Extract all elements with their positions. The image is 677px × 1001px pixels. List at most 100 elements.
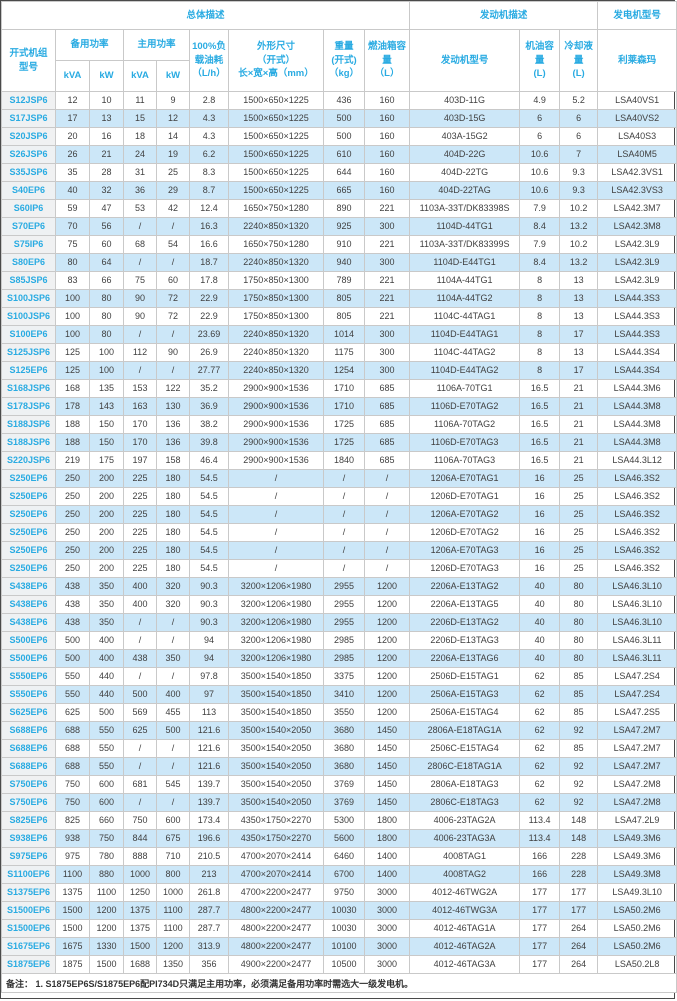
cell: 2240×850×1320	[228, 325, 324, 344]
model-link[interactable]: S1675EP6	[1, 937, 56, 956]
model-link[interactable]: S168JSP6	[1, 379, 56, 398]
model-link[interactable]: S26JSP6	[1, 145, 56, 164]
model-link[interactable]: S250EP6	[1, 523, 56, 542]
model-link[interactable]: S250EP6	[1, 541, 56, 560]
model-link[interactable]: S750EP6	[1, 793, 56, 812]
model-link[interactable]: S550EP6	[1, 685, 56, 704]
cell: 188	[55, 415, 90, 434]
cell: 166	[519, 847, 561, 866]
cell: 160	[363, 181, 411, 200]
col-header-standby-power: 备用功率	[55, 29, 124, 61]
cell: 160	[363, 109, 411, 128]
model-link[interactable]: S1875EP6	[1, 955, 56, 974]
cell: 938	[55, 829, 90, 848]
cell: LSA46.3L10	[597, 613, 677, 632]
model-link[interactable]: S100EP6	[1, 325, 56, 344]
cell: 200	[89, 559, 124, 578]
model-link[interactable]: S188JSP6	[1, 433, 56, 452]
table-row: S1375EP6 1375 1100 1250 1000 261.8 4700×2200×2…	[1, 883, 677, 902]
model-link[interactable]: S975EP6	[1, 847, 56, 866]
cell: 1106A-70TAG3	[409, 451, 521, 470]
table-row: S1500EP6 1500 1200 1375 1100 287.7 4800×2200×2…	[1, 901, 677, 920]
cell: 8	[519, 271, 561, 290]
model-link[interactable]: S100JSP6	[1, 307, 56, 326]
cell: 3000	[363, 937, 411, 956]
cell: 121.6	[189, 757, 229, 776]
model-link[interactable]: S220JSP6	[1, 451, 56, 470]
cell: 8.4	[519, 217, 561, 236]
model-link[interactable]: S35JSP6	[1, 163, 56, 182]
model-link[interactable]: S12JSP6	[1, 91, 56, 110]
cell: 160	[363, 127, 411, 146]
model-link[interactable]: S438EP6	[1, 613, 56, 632]
model-link[interactable]: S125EP6	[1, 361, 56, 380]
cell: 62	[519, 721, 561, 740]
cell: LSA44.3M6	[597, 379, 677, 398]
model-link[interactable]: S1100EP6	[1, 865, 56, 884]
col-header-fuel-consumption: 100%负 载油耗 （L/h）	[189, 29, 229, 92]
model-link[interactable]: S125JSP6	[1, 343, 56, 362]
cell: 1400	[363, 847, 411, 866]
model-link[interactable]: S438EP6	[1, 595, 56, 614]
model-link[interactable]: S625EP6	[1, 703, 56, 722]
cell: 1500	[89, 955, 124, 974]
model-link[interactable]: S17JSP6	[1, 109, 56, 128]
header-group-alternator: 发电机型号	[597, 1, 677, 30]
cell: 14	[156, 127, 190, 146]
model-link[interactable]: S250EP6	[1, 505, 56, 524]
col-header-prime-power: 主用功率	[123, 29, 190, 61]
cell: 31	[123, 163, 157, 182]
model-link[interactable]: S688EP6	[1, 757, 56, 776]
cell: LSA42.3L9	[597, 271, 677, 290]
model-link[interactable]: S188JSP6	[1, 415, 56, 434]
model-link[interactable]: S550EP6	[1, 667, 56, 686]
cell: 1200	[363, 667, 411, 686]
cell: 10030	[323, 901, 365, 920]
cell: /	[363, 523, 411, 542]
model-link[interactable]: S60IP6	[1, 199, 56, 218]
model-link[interactable]: S20JSP6	[1, 127, 56, 146]
cell: 710	[156, 847, 190, 866]
model-link[interactable]: S70EP6	[1, 217, 56, 236]
cell: 35.2	[189, 379, 229, 398]
model-link[interactable]: S500EP6	[1, 631, 56, 650]
cell: 16	[519, 541, 561, 560]
model-link[interactable]: S938EP6	[1, 829, 56, 848]
model-link[interactable]: S688EP6	[1, 739, 56, 758]
model-link[interactable]: S178JSP6	[1, 397, 56, 416]
model-link[interactable]: S688EP6	[1, 721, 56, 740]
table-row: S100JSP6 100 80 90 72 22.9 1750×850×1300 805 221…	[1, 307, 677, 326]
cell: 250	[55, 541, 90, 560]
cell: 750	[123, 811, 157, 830]
cell: 26	[55, 145, 90, 164]
model-link[interactable]: S100JSP6	[1, 289, 56, 308]
model-link[interactable]: S1500EP6	[1, 901, 56, 920]
model-link[interactable]: S250EP6	[1, 559, 56, 578]
model-link[interactable]: S438EP6	[1, 577, 56, 596]
model-link[interactable]: S85JSP6	[1, 271, 56, 290]
cell: 3769	[323, 793, 365, 812]
cell: 4800×2200×2477	[228, 901, 324, 920]
cell: 35	[55, 163, 90, 182]
model-link[interactable]: S40EP6	[1, 181, 56, 200]
cell: 10.6	[519, 145, 561, 164]
col-header-dimensions: 外形尺寸 （开式） 长×宽×高（mm）	[228, 29, 324, 92]
model-link[interactable]: S500EP6	[1, 649, 56, 668]
model-link[interactable]: S1375EP6	[1, 883, 56, 902]
table-row: S438EP6 438 350 400 320 90.3 3200×1206×1980 295…	[1, 577, 677, 596]
model-link[interactable]: S1500EP6	[1, 919, 56, 938]
cell: 113.4	[519, 829, 561, 848]
table-row: S1675EP6 1675 1330 1500 1200 313.9 4800×2200×2…	[1, 937, 677, 956]
model-link[interactable]: S75IP6	[1, 235, 56, 254]
cell: 888	[123, 847, 157, 866]
cell: 660	[89, 811, 124, 830]
cell: 166	[519, 865, 561, 884]
model-link[interactable]: S250EP6	[1, 469, 56, 488]
model-link[interactable]: S250EP6	[1, 487, 56, 506]
cell: 47	[89, 199, 124, 218]
model-link[interactable]: S825EP6	[1, 811, 56, 830]
model-link[interactable]: S750EP6	[1, 775, 56, 794]
model-link[interactable]: S80EP6	[1, 253, 56, 272]
cell: 27.77	[189, 361, 229, 380]
cell: 1175	[323, 343, 365, 362]
